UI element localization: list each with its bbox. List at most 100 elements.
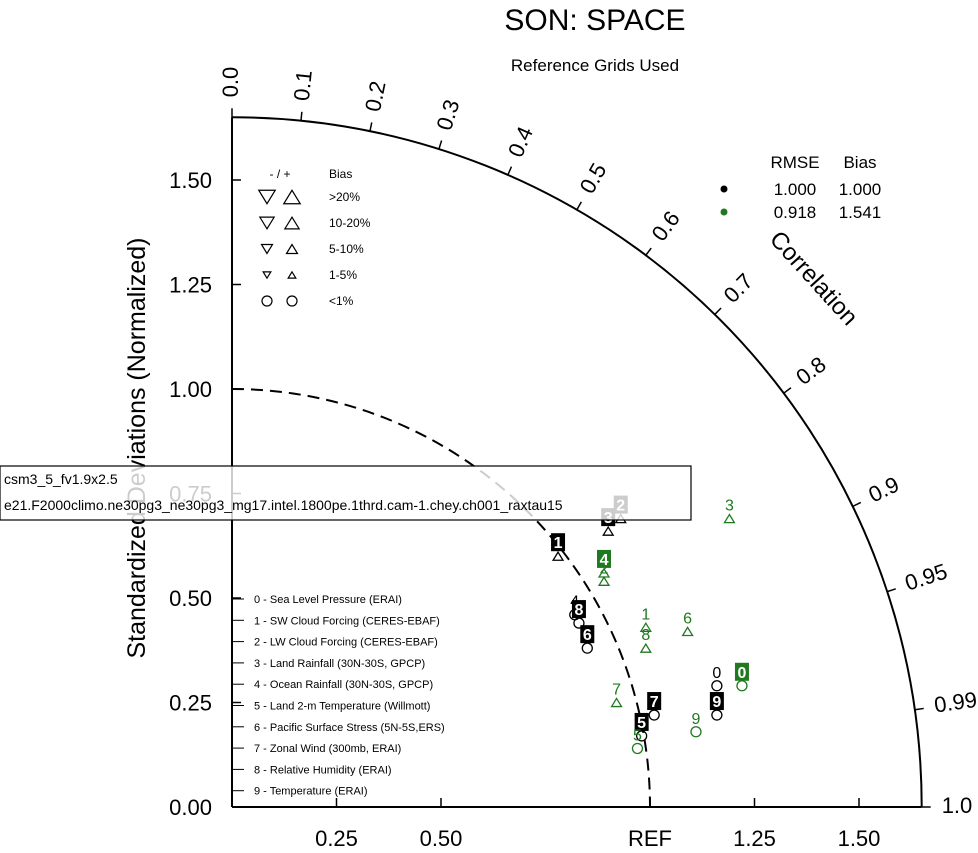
case-name-line: csm3_5_fv1.9x2.5 [4, 471, 118, 487]
bias-legend-circle-icon [261, 295, 273, 307]
y-tick-label: 1.00 [169, 377, 212, 402]
data-point-label-box [571, 600, 586, 619]
variable-list-item: 7 - Zonal Wind (300mb, ERAI) [254, 743, 401, 755]
corr-tick-mark [507, 166, 513, 176]
bias-legend-label: 5-10% [329, 242, 364, 256]
y-tick-label: 0.00 [169, 795, 212, 820]
stats-legend-bias: 1.541 [839, 203, 882, 222]
data-point-marker [736, 680, 748, 692]
bias-legend-label: 10-20% [329, 216, 371, 230]
case-name-box: csm3_5_fv1.9x2.5 e21.F2000climo.ne30pg3_n… [0, 465, 692, 521]
variable-list-item: 3 - Land Rainfall (30N-30S, GPCP) [254, 658, 425, 670]
data-point-marker [610, 697, 623, 708]
data-point-label-box [580, 625, 595, 644]
bias-legend-up-triangle-icon [285, 243, 299, 255]
corr-tick-mark [645, 247, 652, 256]
variable-list-item: 0 - Sea Level Pressure (ERAI) [254, 594, 402, 606]
stats-legend-rmse: 1.000 [774, 180, 817, 199]
case-name-line: e21.F2000climo.ne30pg3_ne30pg3_mg17.inte… [4, 497, 563, 513]
data-point-marker [597, 567, 611, 578]
data-point-label: 7 [612, 682, 621, 699]
corr-tick-mark [914, 707, 924, 711]
corr-tick-label: 0.4 [503, 123, 538, 161]
data-point-label-box [551, 533, 566, 552]
bias-legend-down-triangle-icon [260, 243, 274, 255]
data-point-label: 1 [554, 535, 563, 552]
data-point-marker [597, 575, 611, 586]
data-point-label: 4 [600, 552, 609, 569]
bias-legend-up-triangle-icon [283, 215, 301, 230]
data-point-marker [648, 709, 660, 721]
bias-legend-up-triangle-icon [282, 189, 302, 205]
bias-legend-label: 1-5% [329, 268, 357, 282]
rmse-bias-legend: RMSE Bias 1.000 1.000 0.918 1.541 [720, 153, 882, 222]
data-point-marker [711, 680, 723, 692]
stats-legend-dot-icon [720, 208, 728, 216]
corr-tick-mark [438, 140, 443, 150]
data-points: 01234567890123456789 [551, 495, 749, 755]
variable-list-item: 5 - Land 2-m Temperature (Willmott) [254, 701, 430, 713]
data-point-label: 7 [650, 694, 659, 711]
y-tick-label: 0.25 [169, 691, 212, 716]
data-point-marker [602, 525, 615, 536]
bias-legend-label: >20% [329, 190, 360, 204]
correlation-label: Correlation [764, 226, 863, 331]
bias-legend-down-triangle-icon [257, 189, 277, 205]
data-point-marker [711, 709, 723, 721]
data-point-label: 3 [725, 498, 734, 515]
outer-arc [231, 116, 923, 808]
data-point-marker [723, 513, 736, 524]
data-point-label: 0 [738, 665, 747, 682]
data-point-marker [639, 621, 652, 632]
corr-tick-label: 0.1 [289, 69, 317, 102]
data-point-marker [573, 617, 585, 629]
data-point-marker [551, 550, 565, 561]
corr-tick-label: 0.9 [865, 472, 903, 508]
bias-legend-circle-icon [286, 295, 298, 307]
y-tick-label: 1.50 [169, 168, 212, 193]
variable-list-item: 4 - Ocean Rainfall (30N-30S, GPCP) [254, 679, 433, 691]
bias-legend-up-triangle-icon [287, 270, 297, 279]
bias-legend: - / + Bias >20% 10-20% 5-10% 1-5% <1% [257, 167, 371, 308]
data-point-label-box [734, 662, 749, 681]
corr-tick-mark [300, 111, 303, 121]
data-point-label: 1 [641, 606, 650, 623]
stats-legend-bias: 1.000 [839, 180, 882, 199]
data-point-label: 6 [683, 610, 692, 627]
data-point-label: 8 [641, 627, 650, 644]
chart-subtitle: Reference Grids Used [511, 56, 679, 75]
variable-list-item: 9 - Temperature (ERAI) [254, 786, 368, 798]
bias-legend-down-triangle-icon [262, 271, 272, 280]
variable-list-item: 8 - Relative Humidity (ERAI) [254, 764, 392, 776]
corr-tick-label: 0.8 [791, 351, 830, 389]
corr-tick-label: 1.0 [942, 793, 973, 818]
corr-tick-label: 0.0 [218, 67, 243, 98]
y-tick-label: 0.50 [169, 586, 212, 611]
bias-legend-label: <1% [329, 294, 354, 308]
corr-tick-label: 0.5 [575, 159, 612, 198]
variable-list-item: 2 - LW Cloud Forcing (CERES-EBAF) [254, 637, 438, 649]
y-axis-label: Standardized Deviations (Normalized) [123, 237, 151, 658]
data-point-label-box [709, 692, 724, 711]
corr-tick-label: 0.95 [902, 559, 950, 596]
data-point-marker [681, 626, 694, 637]
data-point-label-box [597, 549, 612, 568]
corr-tick-mark [852, 501, 862, 508]
variable-list-item: 6 - Pacific Surface Stress (5N-5S,ERS) [254, 722, 445, 734]
data-point-label: 6 [583, 627, 592, 644]
axis-ticks: 0.00 0.25 0.50 0.7 5 1.00 1.25 1.50 0.25 0.50 REF 1… [169, 168, 880, 851]
stats-legend-dot-icon [720, 185, 728, 193]
bias-legend-sign-header: - / + [269, 167, 290, 181]
corr-tick-label: 0.2 [360, 79, 391, 114]
data-point-marker [581, 642, 593, 654]
x-tick-label: 1.25 [733, 826, 776, 851]
corr-tick-mark [369, 122, 373, 132]
corr-tick-label: 0.6 [646, 206, 684, 245]
corr-tick-label: 0.7 [719, 268, 758, 307]
corr-tick-mark [576, 201, 582, 211]
x-tick-label: 0.50 [420, 826, 463, 851]
data-point-label: 9 [692, 711, 701, 728]
data-point-label-box [647, 692, 662, 711]
bias-legend-down-triangle-icon [258, 216, 276, 231]
